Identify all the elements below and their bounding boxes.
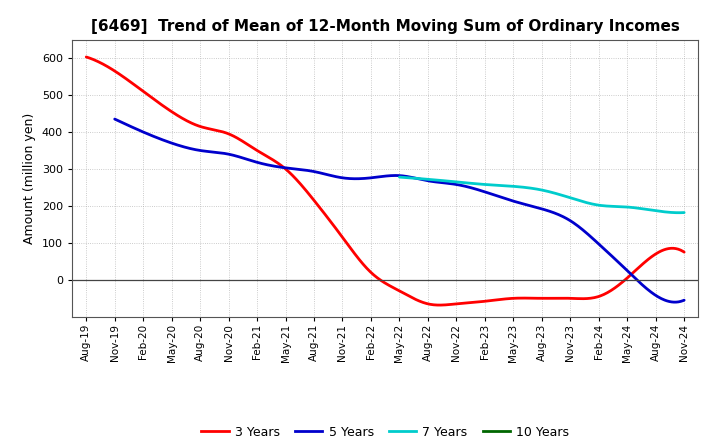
3 Years (369, 272, 378, 278)
Line: 7 Years: 7 Years (400, 177, 684, 213)
3 Years (667, 246, 675, 251)
3 Years (405, 294, 414, 299)
3 Years (436, 302, 444, 308)
5 Years (384, 173, 393, 179)
Line: 5 Years: 5 Years (114, 119, 684, 302)
Line: 3 Years: 3 Years (86, 57, 684, 305)
7 Years (549, 190, 558, 195)
5 Years (418, 177, 427, 183)
5 Years (671, 300, 680, 305)
7 Years (395, 174, 404, 180)
7 Years (564, 195, 573, 200)
5 Years (449, 181, 458, 187)
3 Years (82, 54, 91, 59)
5 Years (666, 299, 675, 304)
7 Years (629, 205, 637, 210)
3 Years (439, 302, 448, 308)
5 Years (110, 117, 119, 122)
Y-axis label: Amount (million yen): Amount (million yen) (23, 113, 36, 244)
7 Years (531, 186, 539, 191)
Legend: 3 Years, 5 Years, 7 Years, 10 Years: 3 Years, 5 Years, 7 Years, 10 Years (196, 421, 575, 440)
Title: [6469]  Trend of Mean of 12-Month Moving Sum of Ordinary Incomes: [6469] Trend of Mean of 12-Month Moving … (91, 19, 680, 34)
3 Years (680, 249, 688, 255)
7 Years (680, 210, 688, 215)
3 Years (366, 269, 374, 275)
5 Years (381, 173, 390, 179)
7 Years (675, 210, 683, 215)
7 Years (673, 210, 682, 215)
3 Years (573, 296, 582, 301)
7 Years (532, 187, 541, 192)
5 Years (680, 297, 688, 303)
5 Years (577, 226, 586, 231)
